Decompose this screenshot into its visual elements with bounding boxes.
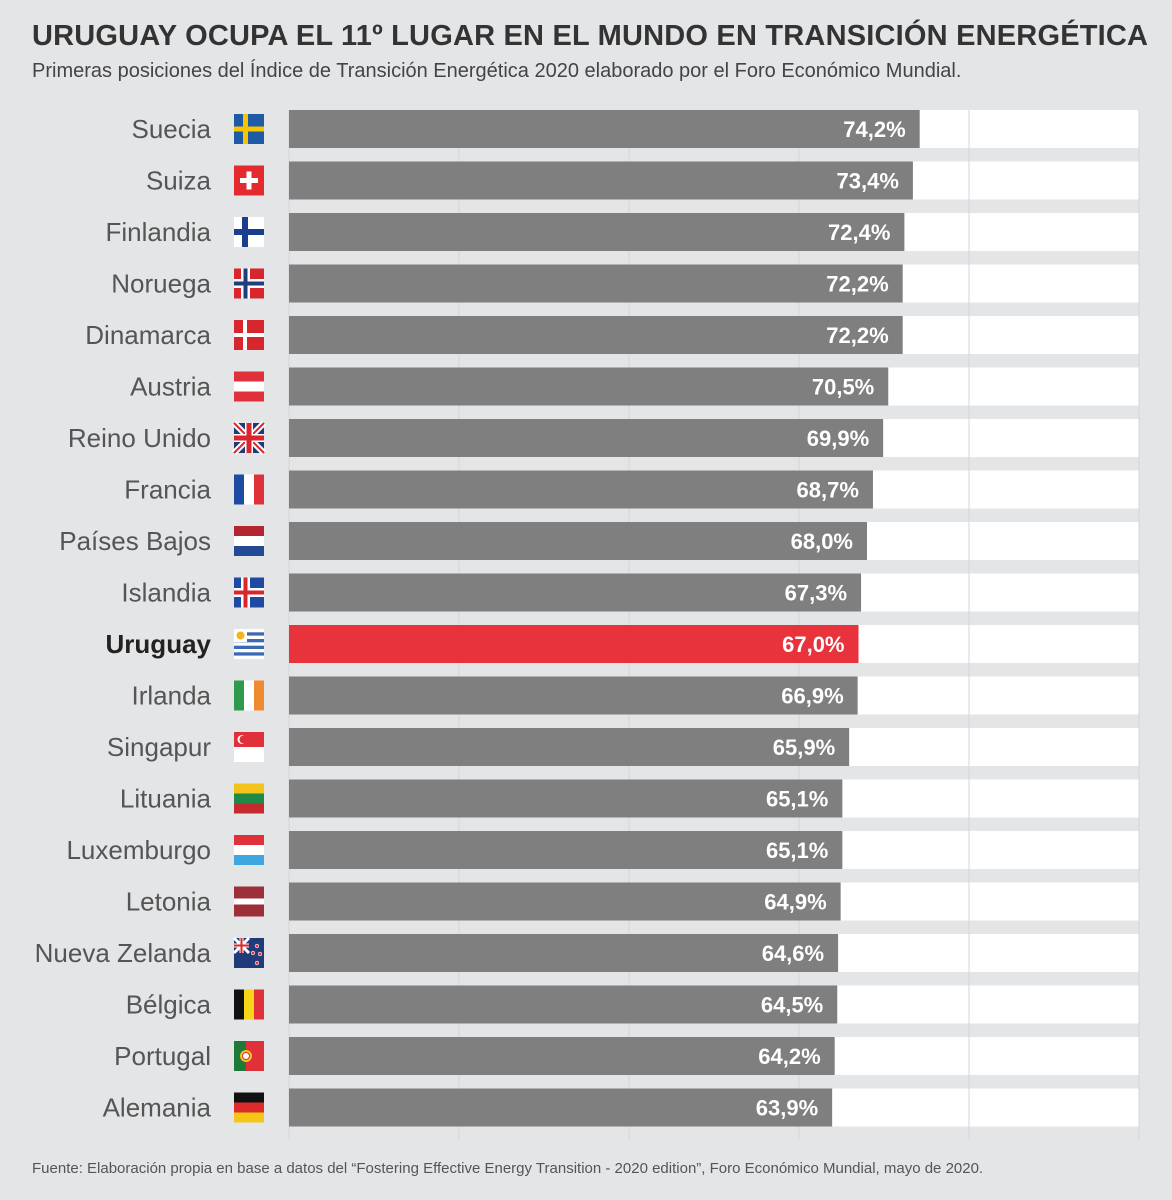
data-label: 67,3% [785,581,847,606]
latvia-flag-icon [234,886,264,917]
category-label: Irlanda [132,681,212,711]
uk-flag-icon [231,420,267,456]
category-label: Países Bajos [59,526,211,556]
category-label: Portugal [114,1041,211,1071]
chart-subtitle: Primeras posiciones del Índice de Transi… [32,60,962,82]
data-label: 64,2% [758,1044,820,1069]
bar [289,573,862,612]
data-label: 65,1% [766,838,828,863]
bar [289,264,903,303]
data-label: 65,9% [773,735,835,760]
data-label: 66,9% [781,684,843,709]
category-label: Letonia [126,887,212,917]
bar [289,676,858,715]
bar [289,779,843,818]
category-label: Austria [130,372,211,402]
bar [289,470,873,509]
austria-flag-icon [234,371,264,402]
bar-chart: 74,2% Suecia 73,4% Suiza 72,4% Finlandia 72,2%… [35,110,1140,1140]
iceland-flag-icon [234,577,264,608]
category-label: Alemania [103,1093,212,1123]
bar [289,1037,835,1075]
data-label: 69,9% [807,426,869,451]
category-label: Reino Unido [68,423,211,453]
data-label: 67,0% [782,632,844,657]
belgium-flag-icon [234,989,264,1020]
data-label: 64,6% [762,941,824,966]
denmark-flag-icon [234,320,264,350]
data-label: 74,2% [843,117,905,142]
chart-title: URUGUAY OCUPA EL 11º LUGAR EN EL MUNDO E… [32,20,1149,52]
data-label: 72,4% [828,220,890,245]
netherlands-flag-icon [234,526,264,556]
data-label: 72,2% [826,272,888,297]
category-label: Finlandia [105,217,211,247]
luxembourg-flag-icon [234,835,264,865]
portugal-flag-icon [234,1041,264,1071]
category-label: Lituania [120,784,212,814]
data-label: 63,9% [756,1096,818,1121]
category-label: Islandia [121,578,211,608]
bar [289,419,884,457]
category-label: Bélgica [126,990,212,1020]
bar [289,161,913,200]
bar [289,316,903,354]
new-zealand-flag-icon [232,936,264,968]
category-label: Uruguay [106,629,212,659]
switzerland-flag-icon [234,165,264,196]
category-label: Suiza [146,166,212,196]
bar [289,1088,833,1127]
data-label: 72,2% [826,323,888,348]
category-label: Suecia [132,114,212,144]
singapore-flag-icon [234,732,264,762]
uruguay-flag-icon [234,629,264,659]
bar [289,522,867,560]
bar [289,110,920,148]
finland-flag-icon [234,217,264,247]
category-label: Luxemburgo [66,835,211,865]
category-label: Singapur [107,732,211,762]
france-flag-icon [234,474,264,505]
bar [289,934,839,972]
data-label: 70,5% [812,375,874,400]
source-note: Fuente: Elaboración propia en base a dat… [32,1160,984,1177]
sweden-flag-icon [234,114,264,144]
data-label: 73,4% [837,169,899,194]
bar [289,831,843,869]
germany-flag-icon [234,1092,264,1123]
norway-flag-icon [234,268,264,299]
data-label: 64,5% [761,993,823,1018]
category-label: Dinamarca [85,320,211,350]
bar [289,728,850,766]
category-label: Nueva Zelanda [35,938,212,968]
bar [289,882,841,921]
lithuania-flag-icon [234,783,264,814]
data-label: 64,9% [764,890,826,915]
bar [289,213,905,251]
data-label: 68,0% [791,529,853,554]
category-label: Francia [124,475,211,505]
bar [289,367,889,406]
category-label: Noruega [111,269,211,299]
bar [289,625,859,663]
ireland-flag-icon [234,680,264,711]
data-label: 68,7% [797,478,859,503]
bar [289,985,838,1024]
data-label: 65,1% [766,787,828,812]
